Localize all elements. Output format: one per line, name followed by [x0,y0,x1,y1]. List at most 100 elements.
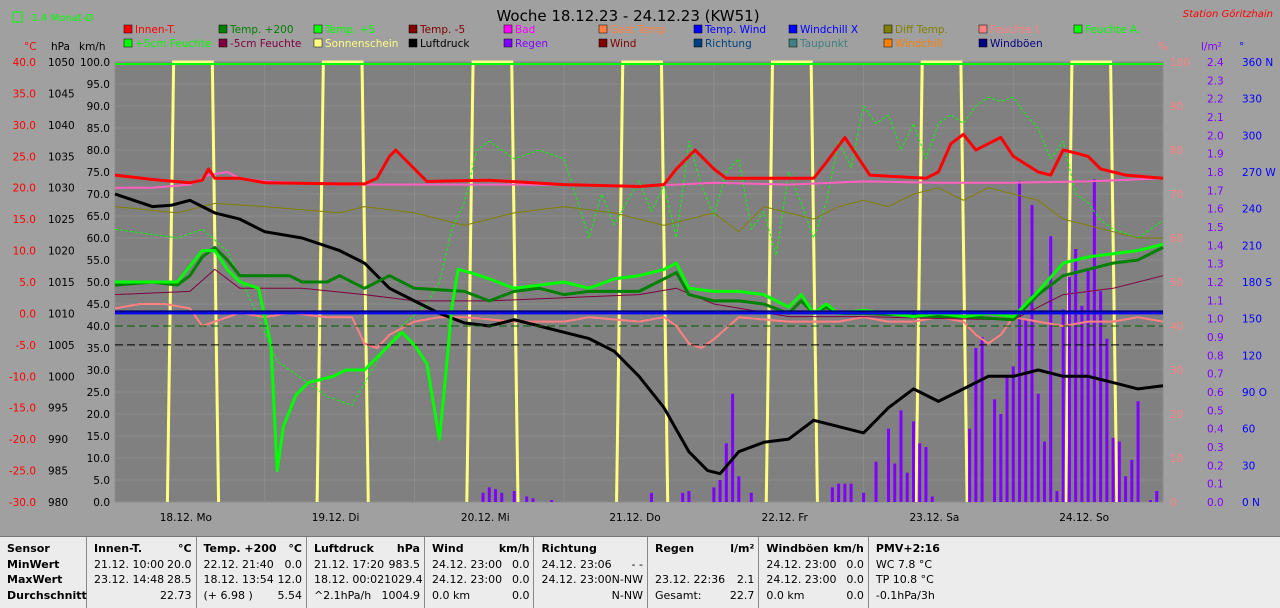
stats-innen-avg: 22.73 [160,588,192,602]
stats-druck-min-time: 21.12. 17:20 [313,557,385,571]
rain-bar-54 [1117,441,1121,502]
stats-regen-unit: l/m² [730,542,755,555]
grid-lines [114,61,1164,503]
kmh-tick: 90.0 [87,101,110,113]
rain-bar-13 [724,443,728,502]
stats-innen-min-time: 21.12. 10:00 [94,557,165,571]
rain-tick: 1.6 [1207,204,1224,216]
hpa-tick: 1045 [48,88,75,100]
sunshine-period-4 [764,60,819,503]
kmh-tick: 55.0 [87,255,110,267]
hpa-tick: 1035 [48,151,75,163]
direction-tick: 240 [1242,204,1262,216]
rain-bar-12 [718,480,722,502]
monat-checkbox[interactable] [12,11,23,23]
axis-unit-1: hPa [51,41,70,53]
kmh-tick: 10.0 [87,453,110,465]
stats-richtung-max-val: N-NW [611,573,643,586]
day-label: 22.12. Fr [762,512,809,524]
stats-innen-unit: °C [177,542,192,555]
legend-label-9: Feuchte I. [990,24,1041,36]
rain-bar-48 [1080,305,1084,502]
rain-bar-18 [837,483,841,502]
rain-bar-1 [487,487,491,502]
reference-lines [115,63,1163,346]
hpa-tick: 1050 [48,57,75,69]
day-label: 24.12. So [1059,512,1109,524]
rain-tick: 1.9 [1207,149,1224,161]
direction-tick: 120 [1242,350,1262,362]
legend-swatch-0 [123,24,133,34]
stats-druck-trend: ^2.1hPa/h [313,588,372,602]
stats-wind-min-time: 24.12. 23:00 [431,557,503,571]
stats-regen-total: 22.7 [729,588,755,602]
weather-week-chart: °C hPa km/h% l/m² ° 40.0 35.0 30.0 25.0 20.0 15.0 1… [8,7,1277,524]
stats-col-sensor: Sensor MinWert MaxWert Durchschnitt [0,537,87,608]
rain-bar-46 [1067,276,1071,502]
hpa-tick: 990 [48,434,68,446]
stats-innen-min-val: 20.0 [167,557,192,571]
rain-bar-38 [1018,181,1022,502]
stats-temp200-max-val: 12.0 [277,573,302,586]
rain-bar-44 [1055,491,1059,502]
kmh-tick: 50.0 [87,277,110,289]
legend-label-20: Windböen [990,38,1043,50]
rain-bar-26 [905,472,909,502]
stats-panel: Sensor MinWert MaxWert Durchschnitt Inne… [0,536,1280,608]
axis-unit-0: °C [24,41,37,53]
stats-druck-unit: hPa [396,542,420,555]
legend-swatch-14 [408,38,418,48]
day-label: 21.12. Do [609,512,660,524]
stats-boeen-avg: 0.0 [846,588,864,602]
series-line-innen-t [114,132,1164,188]
rain-tick: 1.3 [1207,259,1224,271]
stats-innen-max-val: 28.5 [167,573,192,586]
hpa-tick: 1000 [48,371,75,383]
sunshine-period-2 [465,60,520,503]
legend-label-12: -5cm Feuchte [230,38,301,50]
hpa-tick: 980 [48,497,68,509]
hpa-tick: 1040 [48,120,75,132]
rain-bar-14 [731,393,735,502]
stats-sensor-title: Sensor [7,542,50,555]
hpa-tick: 1030 [48,183,75,195]
legend-swatch-1 [218,24,228,34]
rain-bar-9 [681,492,685,502]
kmh-tick: 5.0 [93,475,110,487]
rain-bar-40 [1030,205,1034,502]
rain-bar-51 [1099,291,1103,502]
legend-swatch-17 [693,38,703,48]
rain-bar-43 [1049,236,1053,502]
rain-bar-55 [1124,476,1128,502]
rain-bar-3 [500,492,504,502]
stats-wind-min-val: 0.0 [511,557,530,571]
legend-label-1: Temp. +200 [229,24,294,36]
pct-tick: 60 [1170,233,1183,245]
kmh-tick: 70.0 [87,189,110,201]
direction-tick: 180 S [1242,277,1272,289]
temp-tick: -25.0 [9,466,36,478]
sunshine-period-5 [914,60,969,503]
kmh-tick: 75.0 [87,167,110,179]
hpa-tick: 1020 [48,246,75,258]
kmh-tick: 20.0 [87,409,110,421]
direction-tick: 150 [1242,314,1262,326]
legend-label-17: Richtung [705,38,752,50]
stats-col-temp200: Temp. +200 °C 22.12. 21:40 0.0 18.12. 13:5… [197,537,307,608]
stats-col-innen: Innen-T. °C 21.12. 10:00 20.0 23.12. 14:48… [87,537,197,608]
rain-bar-20 [849,483,853,502]
direction-tick: 360 N [1242,57,1273,69]
rain-tick: 2.0 [1207,130,1224,142]
legend-label-4: Bad [515,24,535,36]
stats-druck-title: Luftdruck [313,542,374,555]
stats-richtung-min-val: - - [631,557,643,571]
rain-bar-37 [1011,366,1015,502]
rain-bars [481,179,1159,503]
legend-swatch-4 [503,24,513,34]
stats-regen-total-label: Gesamt: [654,588,702,602]
stats-boeen-min-val: 0.0 [846,557,864,571]
legend-label-14: Luftdruck [420,38,470,50]
temp-tick: -20.0 [9,434,36,446]
rain-bar-0 [481,492,485,502]
series-line-feuchte-i [114,303,1164,349]
